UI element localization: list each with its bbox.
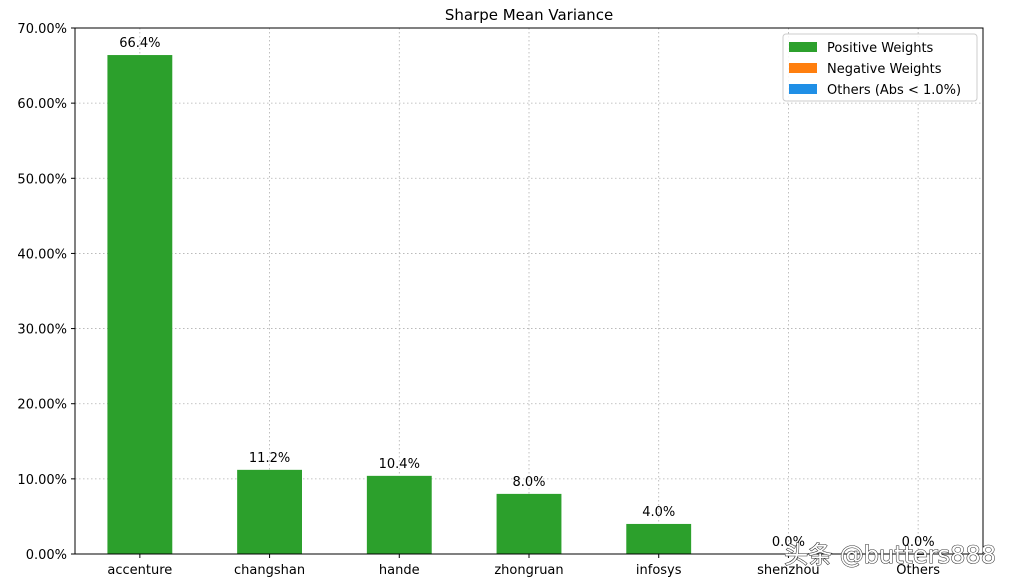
x-tick-label: infosys bbox=[636, 563, 682, 578]
y-tick-label: 10.00% bbox=[17, 473, 67, 488]
legend-swatch bbox=[789, 63, 817, 73]
bar bbox=[107, 55, 173, 555]
plot-frame bbox=[74, 27, 984, 555]
x-tick-label: zhongruan bbox=[494, 563, 563, 578]
y-tick-label: 40.00% bbox=[17, 247, 67, 262]
x-tick-label: Others bbox=[896, 563, 940, 578]
y-tick-label: 50.00% bbox=[17, 172, 67, 187]
bar-value-label: 8.0% bbox=[512, 475, 545, 490]
y-axis: 0.00% 10.00% 20.00% 30.00% 40.00% 50.00% 60.00… bbox=[17, 22, 75, 563]
chart-title: Sharpe Mean Variance bbox=[445, 6, 613, 24]
y-tick-label: 30.00% bbox=[17, 323, 67, 338]
legend-box bbox=[782, 33, 978, 102]
legend-label: Positive Weights bbox=[827, 41, 934, 56]
bar-value-label: 0.0% bbox=[772, 535, 805, 550]
bar-value-label: 10.4% bbox=[379, 457, 420, 472]
bar-value-label: 0.0% bbox=[902, 535, 935, 550]
bar bbox=[366, 475, 432, 554]
watermark: 头条 @butters888 bbox=[784, 541, 996, 569]
bar-value-label: 4.0% bbox=[642, 505, 675, 520]
legend-label: Negative Weights bbox=[827, 62, 942, 77]
y-tick-label: 60.00% bbox=[17, 97, 67, 112]
x-tick-label: hande bbox=[379, 563, 420, 578]
bar-value-label: 11.2% bbox=[249, 451, 290, 466]
x-tick-label: shenzhou bbox=[757, 563, 820, 578]
bars: 66.4% 11.2% 10.4% 8.0% 4.0% 0.0% 0.0% bbox=[107, 36, 935, 555]
x-axis: accenture changshan hande zhongruan infosys s… bbox=[107, 554, 940, 578]
y-tick-label: 70.00% bbox=[17, 22, 67, 37]
legend-swatch bbox=[789, 84, 817, 94]
bar bbox=[496, 493, 562, 554]
y-tick-label: 0.00% bbox=[26, 548, 67, 563]
x-tick-label: accenture bbox=[107, 563, 172, 578]
bar bbox=[237, 469, 302, 554]
legend-swatch bbox=[789, 42, 817, 52]
x-tick-label: changshan bbox=[234, 563, 305, 578]
legend: Positive Weights Negative Weights Others (… bbox=[782, 33, 978, 102]
y-tick-label: 20.00% bbox=[17, 398, 67, 413]
legend-label: Others (Abs < 1.0%) bbox=[827, 83, 961, 98]
bar bbox=[626, 523, 692, 554]
bar-value-label: 66.4% bbox=[119, 36, 160, 51]
